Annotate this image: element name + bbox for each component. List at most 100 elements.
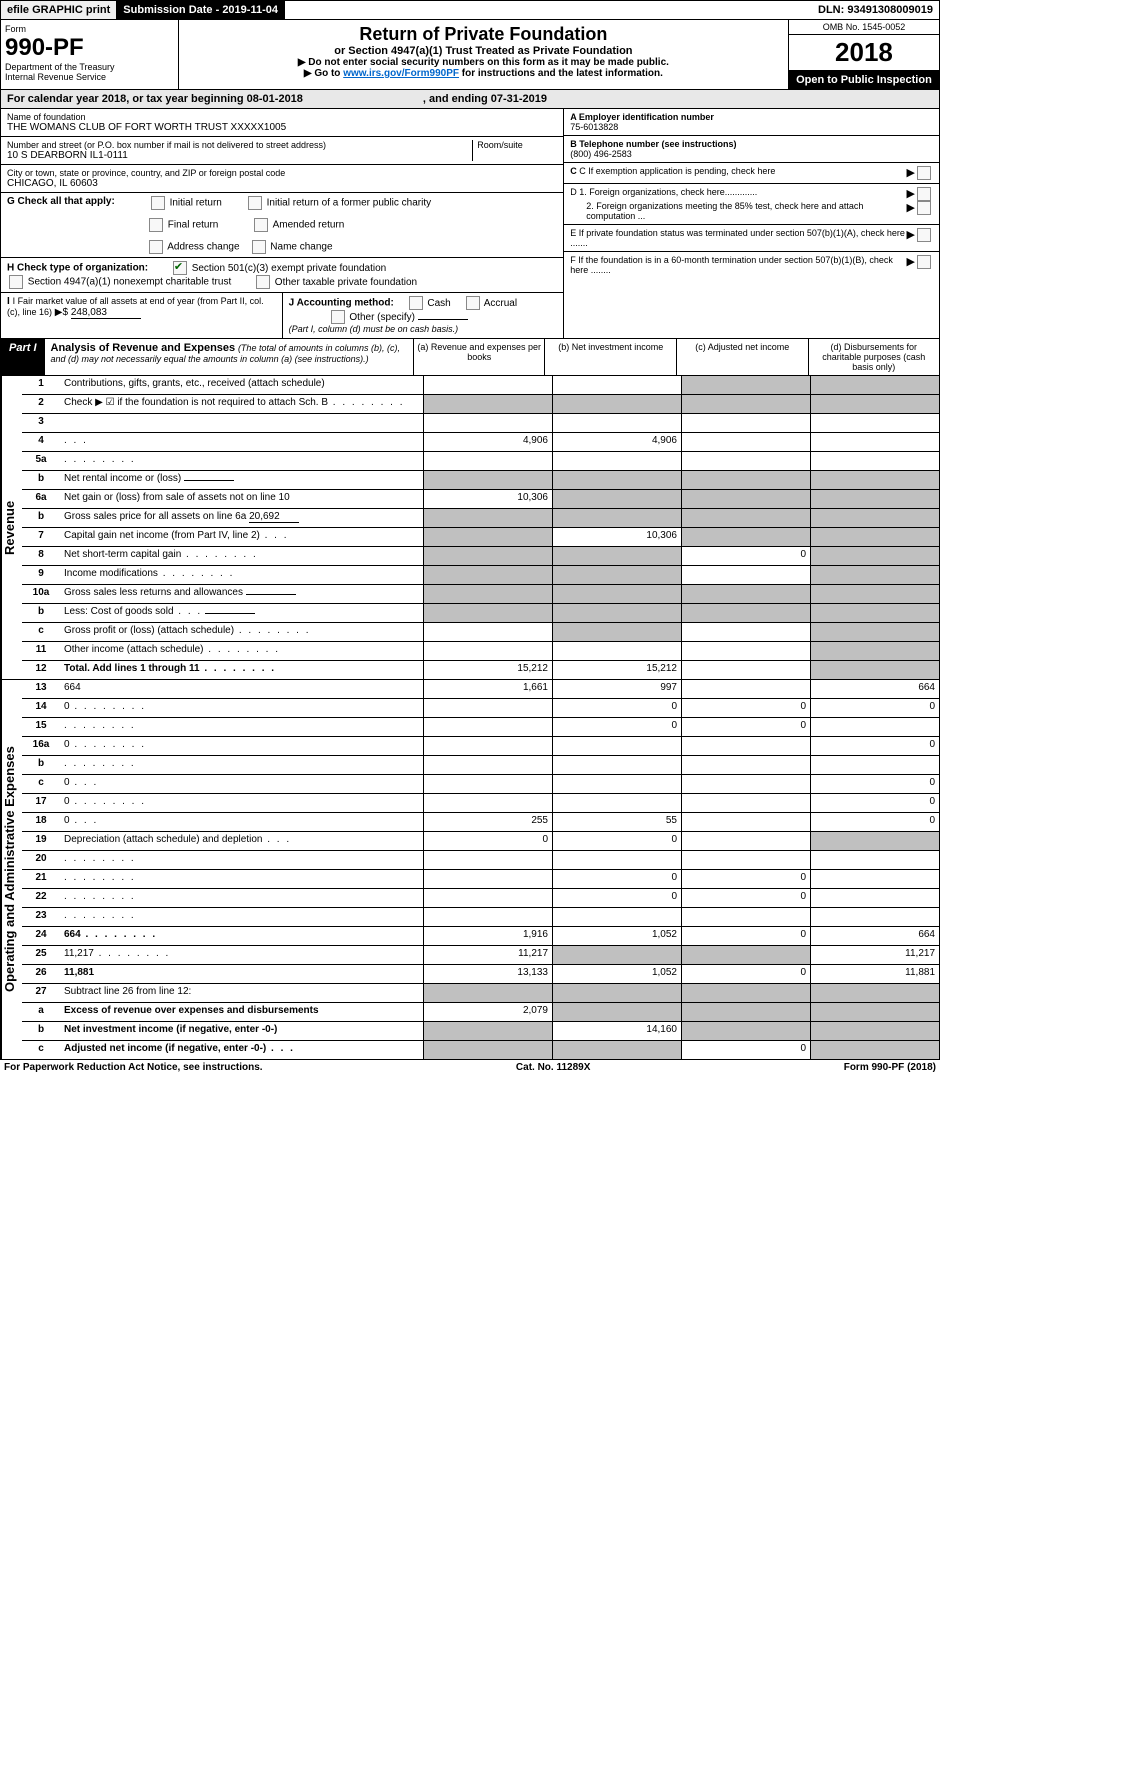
footer-right: Form 990-PF (2018) [844, 1062, 936, 1073]
opt-initial: Initial return [170, 198, 222, 209]
efile-label[interactable]: efile GRAPHIC print [1, 1, 117, 19]
line-num: 11 [22, 642, 60, 660]
table-row: 23 [22, 908, 939, 927]
val-cell-c: 0 [681, 1041, 810, 1059]
line-desc: Income modifications [60, 566, 423, 584]
table-row: 27Subtract line 26 from line 12: [22, 984, 939, 1003]
opt-accrual: Accrual [484, 298, 517, 309]
checkbox-final[interactable] [149, 218, 163, 232]
part1-header: Part I Analysis of Revenue and Expenses … [0, 339, 940, 376]
fmv-value: 248,083 [71, 307, 141, 319]
val-cell-c: 0 [681, 889, 810, 907]
val-cell-d [810, 756, 939, 774]
line-desc: Net short-term capital gain [60, 547, 423, 565]
table-row: 2511,21711,21711,217 [22, 946, 939, 965]
line-num: 9 [22, 566, 60, 584]
line-desc: 664 [60, 680, 423, 698]
line-desc: Other income (attach schedule) [60, 642, 423, 660]
table-row: 9Income modifications [22, 566, 939, 585]
line-desc: Excess of revenue over expenses and disb… [60, 1003, 423, 1021]
checkbox-name-change[interactable] [252, 240, 266, 254]
val-cell-d [810, 414, 939, 432]
val-cell-d [810, 889, 939, 907]
val-cell-c [681, 1022, 810, 1040]
irs-link[interactable]: www.irs.gov/Form990PF [343, 68, 459, 79]
arrow-icon: ▶ [907, 255, 915, 275]
checkbox-accrual[interactable] [466, 296, 480, 310]
checkbox-501c3[interactable] [173, 261, 187, 275]
revenue-side-label: Revenue [1, 376, 22, 679]
val-cell-b [552, 794, 681, 812]
e-label: E If private foundation status was termi… [570, 228, 906, 248]
val-cell-a [423, 889, 552, 907]
val-cell-c [681, 471, 810, 489]
val-cell-a: 15,212 [423, 661, 552, 679]
form-word: Form [5, 24, 174, 34]
val-cell-b [552, 775, 681, 793]
omb: OMB No. 1545-0052 [789, 20, 939, 35]
val-cell-c [681, 642, 810, 660]
arrow-icon: ▶ [907, 228, 915, 248]
opt-addr: Address change [167, 242, 239, 253]
val-cell-d [810, 718, 939, 736]
val-cell-d [810, 509, 939, 527]
checkbox-d1[interactable] [917, 187, 931, 201]
checkbox-other-tax[interactable] [256, 275, 270, 289]
line-desc: Contributions, gifts, grants, etc., rece… [60, 376, 423, 394]
checkbox-amended[interactable] [254, 218, 268, 232]
checkbox-d2[interactable] [917, 201, 931, 215]
checkbox-addr-change[interactable] [149, 240, 163, 254]
val-cell-d [810, 395, 939, 413]
checkbox-c[interactable] [917, 166, 931, 180]
line-num: 17 [22, 794, 60, 812]
val-cell-c [681, 623, 810, 641]
table-row: 1700 [22, 794, 939, 813]
val-cell-c: 0 [681, 718, 810, 736]
checkbox-initial-former[interactable] [248, 196, 262, 210]
line-desc: Gross sales price for all assets on line… [60, 509, 423, 527]
val-cell-a [423, 870, 552, 888]
line-num: 20 [22, 851, 60, 869]
part1-label: Part I [1, 339, 45, 375]
checkbox-f[interactable] [917, 255, 931, 269]
opt-final: Final return [168, 220, 219, 231]
checkbox-4947[interactable] [9, 275, 23, 289]
val-cell-c: 0 [681, 699, 810, 717]
val-cell-b [552, 642, 681, 660]
table-row: 2611,88113,1331,052011,881 [22, 965, 939, 984]
val-cell-b: 0 [552, 870, 681, 888]
val-cell-a [423, 585, 552, 603]
top-bar: efile GRAPHIC print Submission Date - 20… [0, 0, 940, 20]
val-cell-c [681, 566, 810, 584]
checkbox-cash[interactable] [409, 296, 423, 310]
checkbox-other-acct[interactable] [331, 310, 345, 324]
f-label: F If the foundation is in a 60-month ter… [570, 255, 906, 275]
val-cell-b: 1,052 [552, 965, 681, 983]
val-cell-b [552, 623, 681, 641]
val-cell-c: 0 [681, 870, 810, 888]
form-subtitle2a: ▶ Do not enter social security numbers o… [183, 57, 784, 68]
val-cell-c [681, 794, 810, 812]
line-num: 25 [22, 946, 60, 964]
form-number: 990-PF [5, 34, 174, 62]
line-num: 21 [22, 870, 60, 888]
line-desc: Net rental income or (loss) [60, 471, 423, 489]
open-public: Open to Public Inspection [789, 71, 939, 89]
opt-name: Name change [270, 242, 332, 253]
col-b-head: (b) Net investment income [544, 339, 676, 375]
ij-section: I I Fair market value of all assets at e… [1, 293, 563, 338]
val-cell-a [423, 794, 552, 812]
val-cell-b [552, 566, 681, 584]
val-cell-c [681, 946, 810, 964]
checkbox-e[interactable] [917, 228, 931, 242]
calendar-year-row: For calendar year 2018, or tax year begi… [0, 90, 940, 109]
val-cell-a: 4,906 [423, 433, 552, 451]
val-cell-a [423, 642, 552, 660]
checkbox-initial-return[interactable] [151, 196, 165, 210]
val-cell-b: 1,052 [552, 927, 681, 945]
val-cell-d [810, 471, 939, 489]
val-cell-d: 0 [810, 737, 939, 755]
line-num: 23 [22, 908, 60, 926]
val-cell-b: 0 [552, 699, 681, 717]
line-desc [60, 718, 423, 736]
